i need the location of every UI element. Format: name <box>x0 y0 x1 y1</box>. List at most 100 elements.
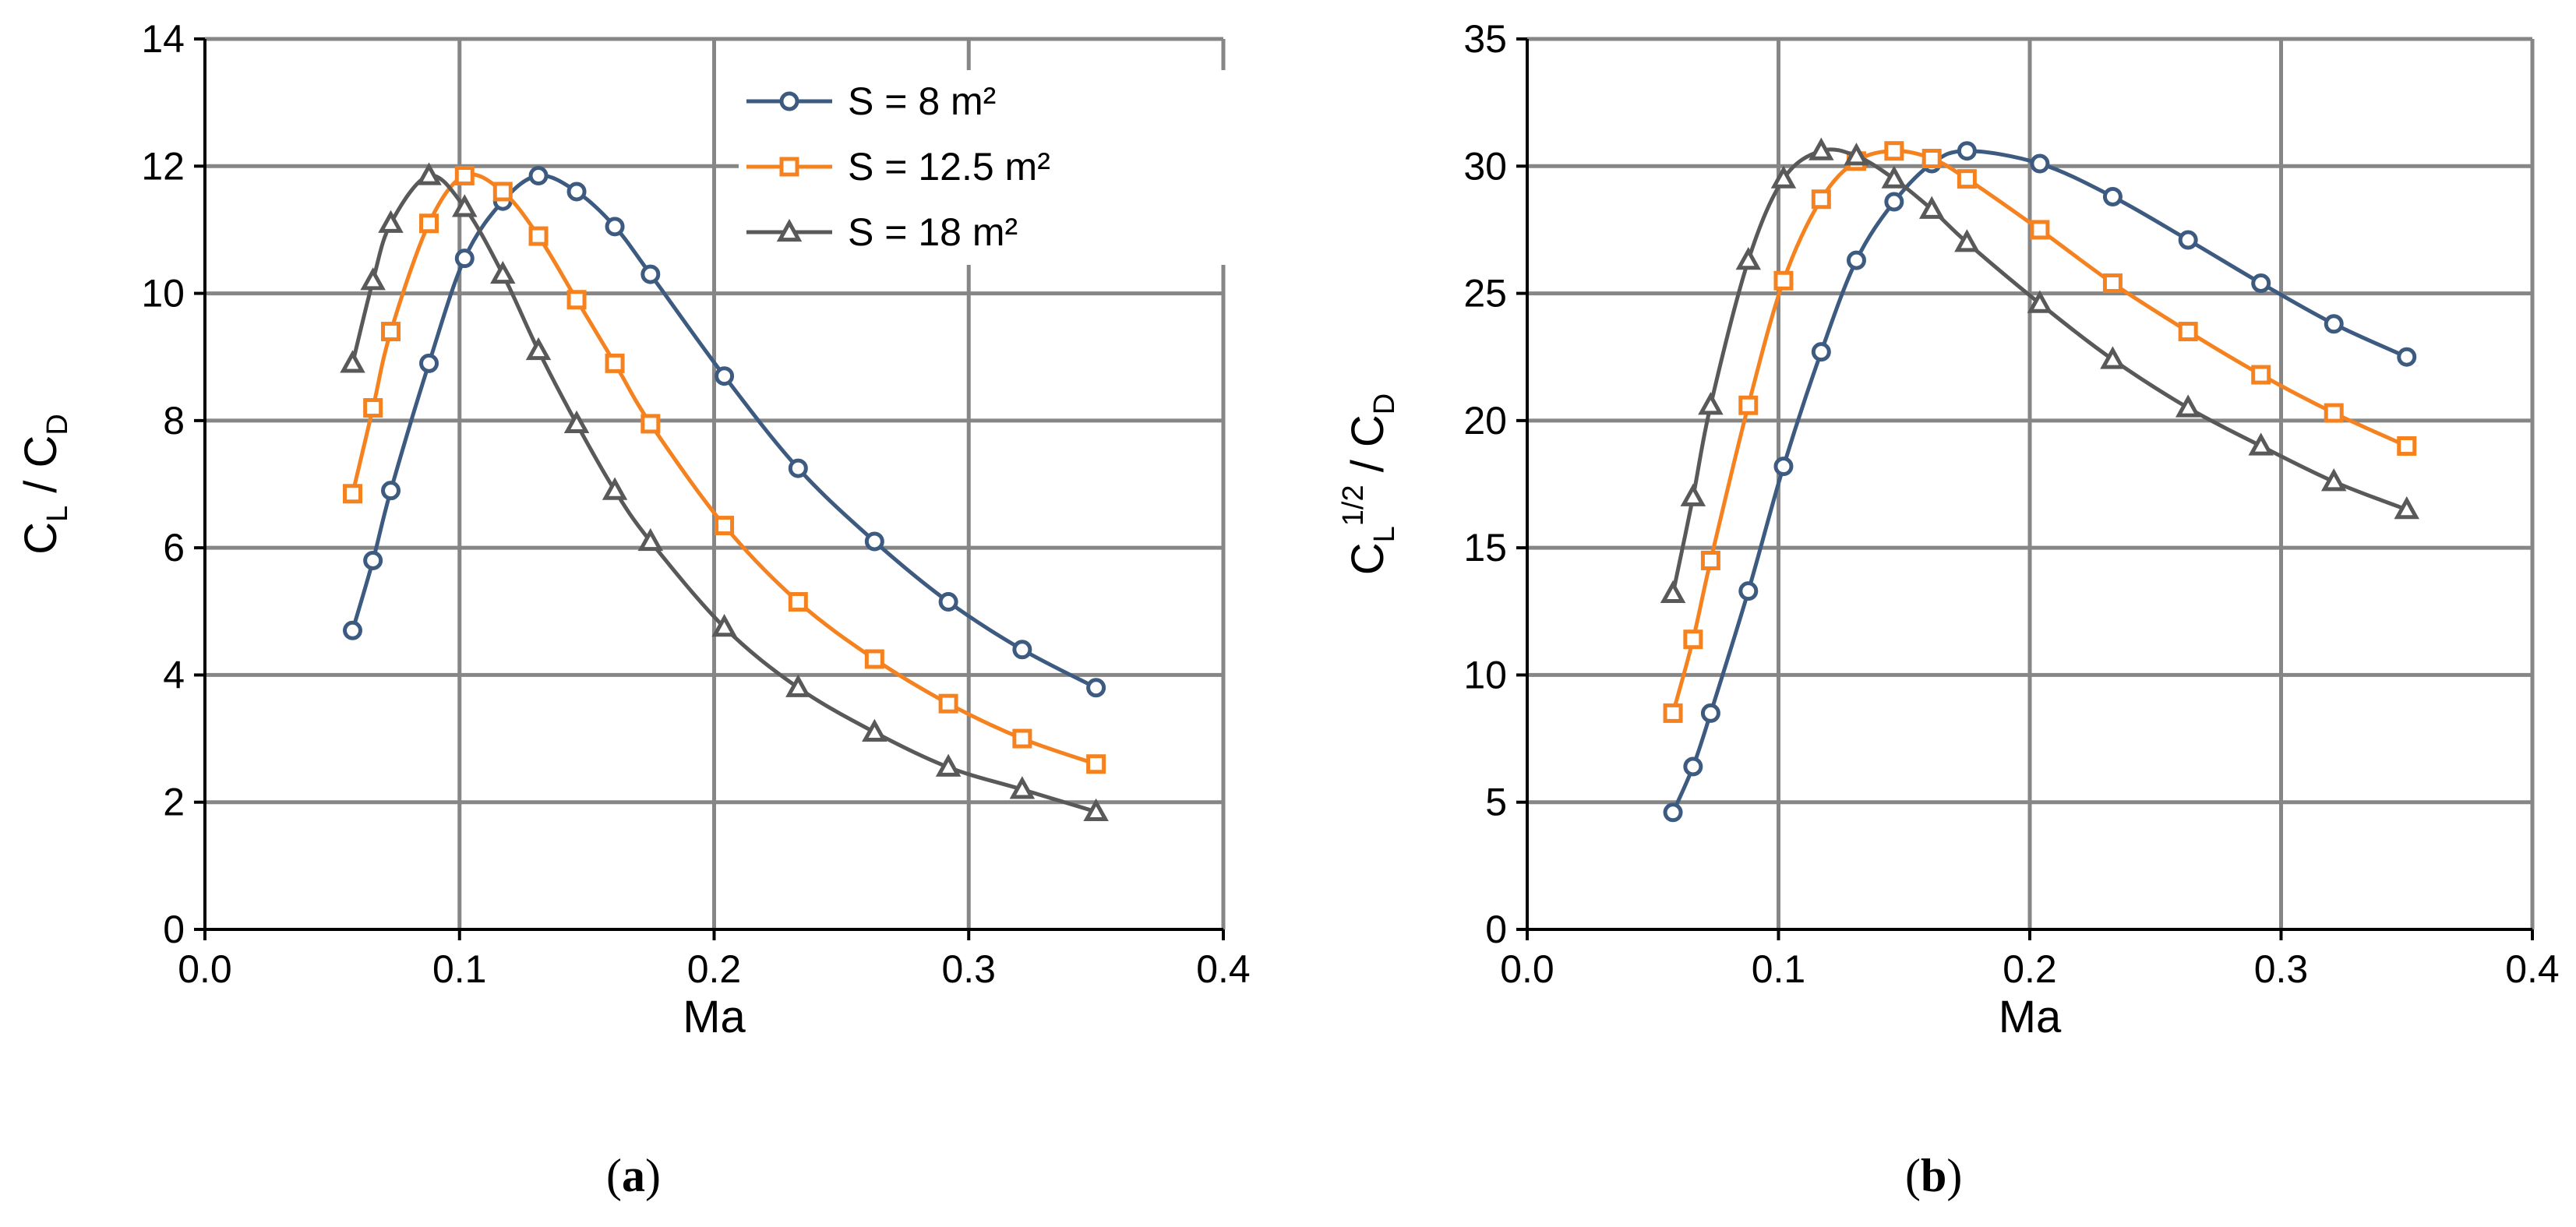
data-point <box>2397 436 2417 457</box>
data-point <box>1086 678 1106 698</box>
y-tick-label: 25 <box>1463 272 1507 316</box>
data-point <box>419 353 439 373</box>
data-point <box>563 410 590 434</box>
data-point <box>1738 581 1759 601</box>
data-point <box>1012 728 1032 749</box>
data-point <box>381 481 401 501</box>
data-point <box>1012 640 1032 660</box>
y-tick-label: 15 <box>1463 526 1507 569</box>
data-point <box>1881 165 1907 189</box>
data-point <box>1683 629 1703 650</box>
data-point <box>2100 346 2126 369</box>
y-title-sub-l: L <box>41 506 74 522</box>
y-tick-label: 5 <box>1485 781 1507 824</box>
y-tick-label: 4 <box>163 653 185 696</box>
legend-label: S = 8 m² <box>848 79 996 123</box>
series-line <box>1671 147 2408 594</box>
y-title-sub-l: L <box>1368 526 1401 542</box>
data-point <box>715 366 735 386</box>
data-point <box>1773 270 1794 291</box>
x-tick-label: 0.4 <box>1196 947 1251 991</box>
y-title-c: C <box>16 522 66 555</box>
x-tick-label: 0.1 <box>1752 947 1806 991</box>
data-point <box>343 484 363 504</box>
panel-label-b: (b) <box>1905 1150 1963 1201</box>
data-point <box>938 592 958 612</box>
y-title-c2: C <box>1343 414 1393 447</box>
y-tick-label: 30 <box>1463 144 1507 188</box>
data-point <box>1083 798 1109 822</box>
x-tick-label: 0.2 <box>687 947 742 991</box>
legend-marker <box>779 157 799 177</box>
data-point <box>785 674 811 697</box>
data-point <box>864 649 884 669</box>
x-tick-label: 0.2 <box>2003 947 2057 991</box>
x-tick-label: 0.3 <box>2254 947 2309 991</box>
data-point <box>525 337 552 361</box>
data-point <box>363 398 383 418</box>
data-point <box>935 753 962 777</box>
data-point <box>1663 802 1683 823</box>
legend-marker <box>779 91 799 111</box>
data-point <box>2324 314 2344 334</box>
series-s-18-m <box>1660 137 2419 604</box>
data-point <box>2178 230 2198 250</box>
data-point <box>2324 403 2344 423</box>
data-point <box>381 322 401 342</box>
data-point <box>938 693 958 714</box>
data-point <box>2251 273 2271 294</box>
data-point <box>2251 365 2271 385</box>
data-point <box>1680 483 1706 506</box>
data-point <box>1884 141 1904 161</box>
data-point <box>1660 580 1686 604</box>
data-point <box>1698 392 1724 415</box>
y-title-sub-d: D <box>1368 393 1401 414</box>
data-point <box>1811 189 1831 210</box>
y-tick-label: 0 <box>1485 908 1507 951</box>
y-title-sep: / <box>16 467 66 505</box>
data-point <box>343 620 363 640</box>
data-point <box>862 718 887 742</box>
data-point <box>2030 153 2050 174</box>
data-point <box>715 516 735 536</box>
data-point <box>1738 395 1759 415</box>
data-point <box>1700 703 1720 723</box>
series-s-18-m <box>340 162 1109 822</box>
data-point <box>360 267 386 291</box>
legend: S = 8 m² S = 12.5 m² S = 18 m² <box>739 70 1253 265</box>
panel-label-b-letter: b <box>1920 1150 1947 1201</box>
y-title-sup: 1/2 <box>1337 485 1370 526</box>
y-tick-label: 14 <box>141 17 185 61</box>
data-point <box>363 550 383 570</box>
x-tick-label: 0.0 <box>178 947 232 991</box>
data-point <box>864 531 884 552</box>
x-tick-label: 0.1 <box>432 947 487 991</box>
data-point <box>1086 754 1106 774</box>
y-axis-title: CL / CD <box>16 414 74 555</box>
x-tick-label: 0.4 <box>2505 947 2560 991</box>
data-point <box>640 264 661 284</box>
data-point <box>1808 137 1834 160</box>
data-point <box>2248 432 2274 456</box>
data-point <box>711 614 737 637</box>
data-point <box>605 353 625 373</box>
data-point <box>1009 776 1036 799</box>
data-point <box>1918 196 1945 219</box>
data-point <box>1846 250 1866 270</box>
y-tick-label: 10 <box>141 272 185 316</box>
data-point <box>602 477 628 500</box>
panel-label-a-letter: a <box>621 1150 645 1201</box>
data-point <box>2175 394 2201 418</box>
data-point <box>566 182 587 202</box>
y-tick-label: 6 <box>163 526 185 569</box>
data-point <box>416 162 442 185</box>
data-point <box>378 210 404 233</box>
data-point <box>1663 703 1683 723</box>
data-point <box>1957 141 1977 161</box>
data-point <box>2102 273 2123 294</box>
y-tick-label: 20 <box>1463 399 1507 442</box>
data-point <box>2178 322 2198 342</box>
data-point <box>1773 457 1794 477</box>
